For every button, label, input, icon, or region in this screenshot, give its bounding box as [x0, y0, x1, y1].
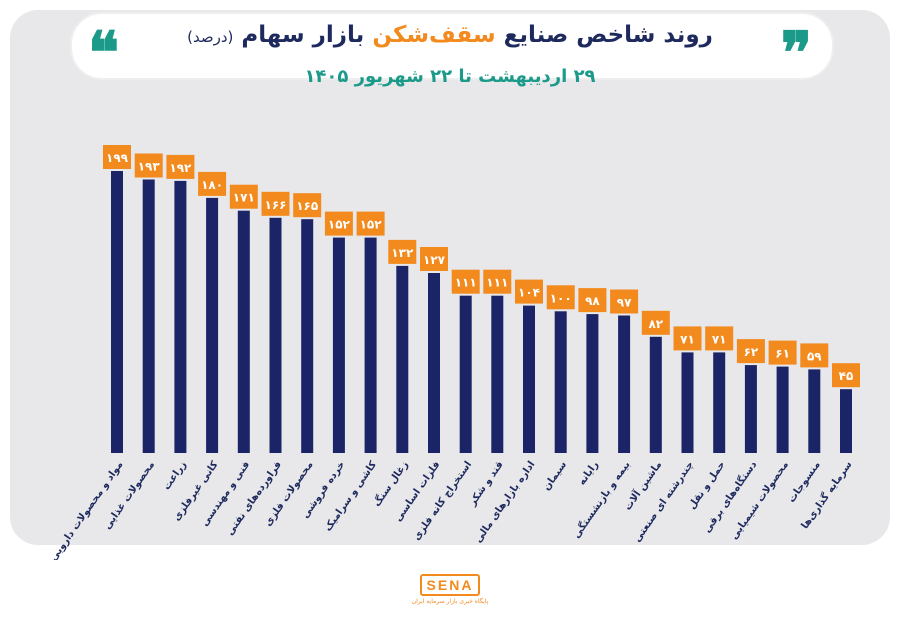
- bar: [364, 237, 377, 453]
- bar: [523, 305, 535, 453]
- value-label: ۱۹۹: [106, 151, 129, 165]
- bar: [428, 273, 440, 453]
- value-label: ۱۹۲: [169, 161, 192, 175]
- value-label-bg: [546, 285, 575, 310]
- value-label: ۶۱: [775, 347, 790, 361]
- bar: [174, 180, 187, 453]
- value-label-bg: [610, 289, 639, 314]
- quote-close-icon: ❞: [780, 19, 812, 87]
- bar: [237, 210, 250, 453]
- bar: [111, 171, 123, 453]
- bar: [491, 295, 504, 453]
- bar: [649, 336, 662, 453]
- category-label: رایانه: [577, 459, 601, 487]
- title-part-2: بازار سهام: [233, 22, 373, 48]
- bar: [744, 365, 757, 453]
- bar: [808, 369, 821, 453]
- value-label-bg: [420, 247, 448, 271]
- value-label-bg: [832, 363, 860, 388]
- value-label: ۷۱: [712, 332, 727, 346]
- bar: [586, 314, 599, 453]
- value-label: ۱۷۱: [233, 191, 255, 205]
- value-label-bg: [768, 340, 797, 365]
- bar: [681, 352, 694, 453]
- logo-tagline: پایگاه خبری بازار سرمایه ایران: [411, 598, 489, 605]
- chart-panel: [10, 10, 890, 545]
- value-label-bg: [673, 326, 702, 351]
- bar: [396, 265, 409, 453]
- value-label-bg: [261, 191, 290, 216]
- category-label: سیمان: [541, 459, 569, 492]
- value-label: ۱۰۴: [518, 286, 540, 300]
- bar: [301, 219, 314, 453]
- value-label: ۱۶۶: [265, 198, 287, 212]
- value-label-bg: [229, 184, 258, 209]
- value-label: ۱۱۱: [486, 276, 508, 290]
- value-label-bg: [641, 310, 670, 335]
- value-label: ۱۵۲: [360, 218, 383, 232]
- value-label: ۱۱۱: [455, 276, 477, 290]
- value-label: ۱۰۰: [550, 291, 572, 305]
- category-label: اداره بازارهای مالی: [473, 459, 537, 545]
- value-label: ۵۹: [807, 349, 822, 363]
- chart-title: روند شاخص صنایع سقف‌شکن بازار سهام (درصد…: [150, 22, 750, 48]
- value-label-bg: [134, 153, 163, 178]
- category-label: فراورده‌های نفتی: [225, 459, 284, 537]
- value-label-bg: [103, 145, 131, 169]
- value-label: ۴۵: [839, 369, 854, 383]
- category-label: استخراج کانه فلزی: [411, 459, 474, 542]
- value-label: ۱۹۳: [138, 160, 161, 174]
- bar: [142, 179, 155, 453]
- value-label-bg: [451, 269, 480, 294]
- value-label-bg: [198, 171, 227, 196]
- value-label: ۱۶۵: [296, 199, 318, 213]
- value-label-bg: [324, 211, 353, 236]
- value-label: ۱۲۷: [423, 253, 446, 267]
- bar: [459, 295, 472, 453]
- bar: [269, 217, 282, 453]
- title-part-1: روند شاخص صنایع: [495, 22, 713, 48]
- value-label: ۹۷: [617, 296, 632, 310]
- title-unit: (درصد): [187, 28, 234, 46]
- quote-open-icon: ❝: [88, 19, 120, 87]
- value-label: ۱۳۲: [391, 246, 414, 260]
- value-label-bg: [705, 326, 734, 351]
- value-label-bg: [388, 239, 417, 264]
- chart-subtitle: ۲۹ اردیبهشت تا ۲۲ شهریور ۱۴۰۵: [304, 66, 596, 87]
- value-label: ۷۱: [680, 332, 695, 346]
- value-label-bg: [578, 288, 607, 313]
- value-label-bg: [293, 193, 322, 218]
- logo-mark: SENA: [419, 574, 481, 596]
- value-label: ۶۲: [744, 345, 759, 359]
- value-label-bg: [800, 343, 829, 368]
- title-box: [70, 12, 834, 80]
- value-label: ۱۸۰: [201, 178, 223, 192]
- title-accent: سقف‌شکن: [372, 22, 496, 48]
- bar: [618, 315, 631, 453]
- bar: [840, 389, 852, 453]
- category-label: زراعت: [161, 459, 189, 492]
- bar: [332, 237, 345, 453]
- category-label: بیمه و بازنشستگی: [570, 458, 633, 540]
- bar: [713, 352, 726, 453]
- category-label: محصولات شیمیایی: [729, 459, 791, 541]
- sena-logo: SENA پایگاه خبری بازار سرمایه ایران: [410, 574, 490, 605]
- value-label: ۸۲: [648, 317, 663, 331]
- value-label: ۹۸: [585, 294, 600, 308]
- value-label: ۱۵۲: [328, 218, 351, 232]
- bar: [206, 197, 219, 453]
- value-label-bg: [736, 339, 765, 364]
- value-label-bg: [356, 211, 385, 236]
- value-label-bg: [515, 279, 543, 304]
- category-label: چندرشته ای صنعتی: [632, 459, 696, 544]
- bar: [776, 366, 789, 453]
- bar: [554, 311, 567, 453]
- value-label-bg: [166, 154, 195, 179]
- value-label-bg: [483, 269, 512, 294]
